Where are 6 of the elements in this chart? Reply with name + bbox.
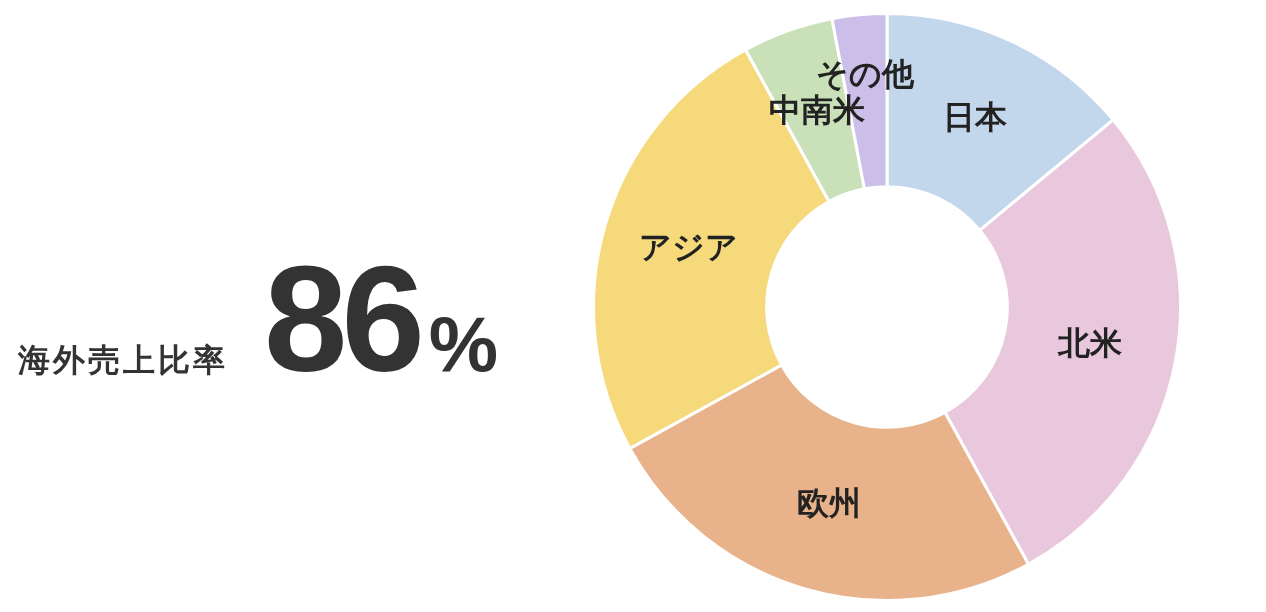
text: 海外売上比率 — [18, 340, 228, 381]
text: 86% — [264, 235, 499, 403]
slice-label: 北米 — [1057, 324, 1123, 363]
slice-label: アジア — [638, 227, 738, 266]
slice-label: 日本 — [943, 98, 1009, 137]
slice-label: 欧州 — [797, 484, 862, 523]
